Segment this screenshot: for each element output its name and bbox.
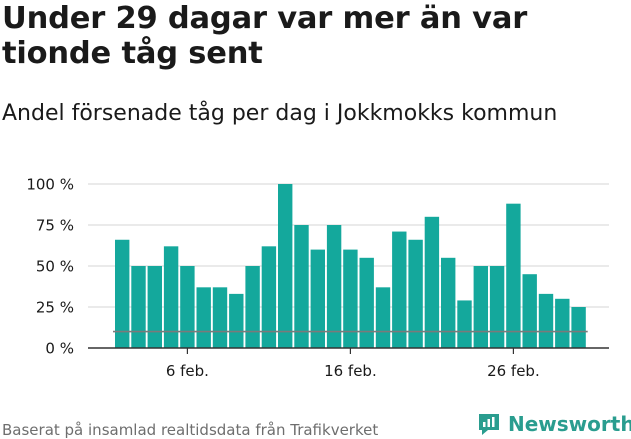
bar (261, 246, 277, 348)
bar (310, 249, 325, 348)
bar (359, 257, 374, 348)
bar (212, 287, 228, 348)
bar (147, 266, 162, 348)
bar (163, 246, 179, 348)
chart-subtitle: Andel försenade tåg per dag i Jokkmokks … (2, 101, 558, 126)
bar (326, 225, 342, 348)
bar (343, 249, 358, 348)
bar (489, 266, 505, 348)
bar (555, 298, 570, 348)
bar (131, 266, 146, 348)
x-tick-label: 16 feb. (324, 362, 377, 380)
bar (245, 266, 260, 348)
y-tick-label: 0 % (45, 340, 74, 358)
bar (538, 293, 554, 348)
bar-chart: 0 % 25 % 50 % 75 % 100 % 6 feb. 16 feb. 26 feb. (26, 176, 609, 380)
y-tick-label: 100 % (26, 176, 74, 194)
bar (408, 239, 423, 348)
bar (457, 300, 472, 348)
newsworthy-logo: Newsworthy (476, 411, 631, 437)
y-tick-label: 50 % (36, 258, 74, 276)
y-tick-label: 75 % (36, 217, 74, 235)
bar (473, 266, 488, 348)
x-tick-label: 26 feb. (487, 362, 540, 380)
bar (441, 257, 456, 348)
brand-name: Newsworthy (508, 412, 631, 436)
bar (196, 287, 211, 348)
bar (375, 287, 391, 348)
y-tick-label: 25 % (36, 299, 74, 317)
bar (115, 239, 130, 348)
source-note: Baserat på insamlad realtidsdata från Tr… (2, 421, 379, 439)
chart-title: Under 29 dagar var mer än var tionde tåg… (2, 1, 528, 71)
bar (424, 216, 440, 348)
bar (392, 231, 407, 348)
bar (180, 266, 195, 348)
bar (571, 307, 586, 348)
bar (506, 203, 521, 348)
bar (294, 225, 309, 348)
x-tick-label: 6 feb. (166, 362, 209, 380)
bar (278, 184, 293, 348)
bar (229, 293, 244, 348)
newsworthy-icon (479, 414, 499, 435)
bar (522, 274, 537, 348)
